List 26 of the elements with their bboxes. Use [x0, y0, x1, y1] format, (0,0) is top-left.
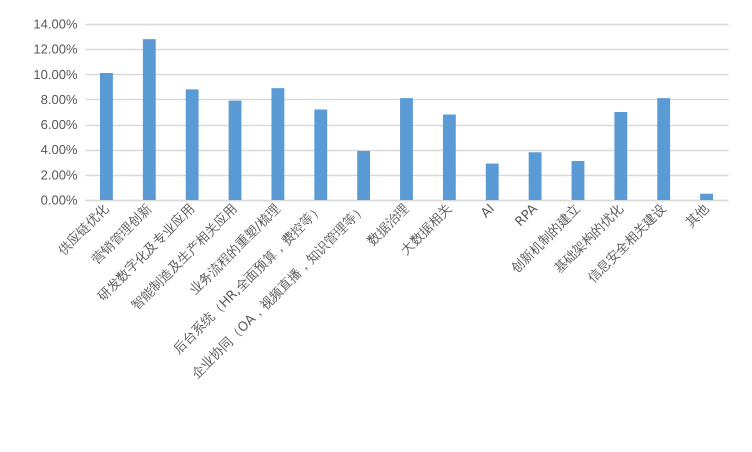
bar	[100, 73, 113, 200]
bar	[486, 164, 499, 200]
y-tick-label: 6.00%	[40, 117, 78, 132]
x-tick-label: AI	[478, 202, 498, 222]
bar	[572, 161, 584, 200]
y-tick-label: 12.00%	[33, 42, 78, 57]
bar	[614, 112, 628, 200]
y-tick-label: 14.00%	[33, 16, 78, 32]
bar	[400, 98, 413, 200]
x-tick-label: RPA	[512, 201, 541, 230]
bar	[228, 100, 242, 200]
bar	[271, 88, 284, 200]
bar	[657, 98, 670, 200]
y-tick-label: 10.00%	[33, 66, 78, 82]
x-tick-label: 其他	[683, 202, 712, 231]
y-tick-label: 8.00%	[40, 92, 78, 107]
bar	[528, 152, 542, 200]
bar	[186, 89, 199, 200]
y-tick-label: 2.00%	[40, 167, 78, 182]
bar	[357, 150, 370, 200]
bar	[314, 109, 328, 200]
y-tick-label: 0.00%	[40, 192, 78, 208]
bar	[442, 114, 456, 200]
bar	[142, 39, 156, 200]
bar	[700, 194, 713, 200]
y-tick-label: 4.00%	[40, 142, 78, 158]
